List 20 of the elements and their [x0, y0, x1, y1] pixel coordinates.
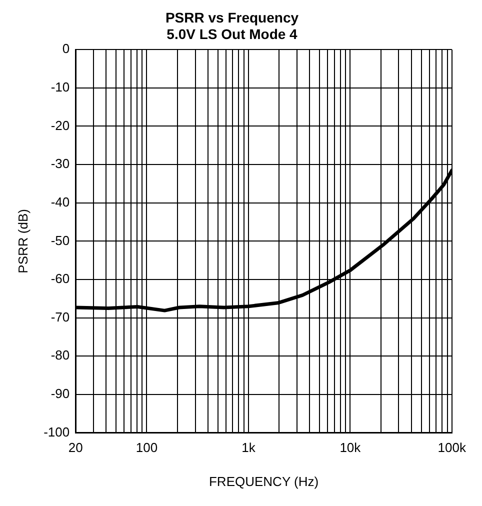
y-tick-label: -50 — [50, 232, 70, 248]
x-tick-label: 20 — [68, 440, 83, 456]
y-tick-label: -70 — [50, 309, 70, 324]
y-axis-title: PSRR (dB) — [15, 209, 30, 274]
y-tick-label: -20 — [50, 118, 70, 133]
chart-title: PSRR vs Frequency — [165, 9, 299, 26]
y-tick-label: -30 — [50, 156, 70, 172]
y-tick-label: -90 — [50, 386, 70, 402]
x-tick-label: 1k — [242, 440, 256, 456]
y-tick-label: -10 — [50, 80, 70, 94]
y-tick-label: 0 — [62, 41, 70, 56]
x-tick-label: 100k — [438, 440, 466, 456]
y-tick-label: -40 — [50, 194, 70, 210]
y-tick-label: -100 — [44, 424, 70, 440]
y-tick-label: -60 — [50, 271, 70, 286]
x-axis-title: FREQUENCY (Hz) — [208, 474, 319, 489]
x-tick-label: 100 — [136, 440, 158, 456]
y-tick-label: -80 — [50, 348, 70, 363]
x-tick-label: 10k — [340, 440, 362, 456]
chart-subtitle: 5.0V LS Out Mode 4 — [166, 26, 298, 42]
